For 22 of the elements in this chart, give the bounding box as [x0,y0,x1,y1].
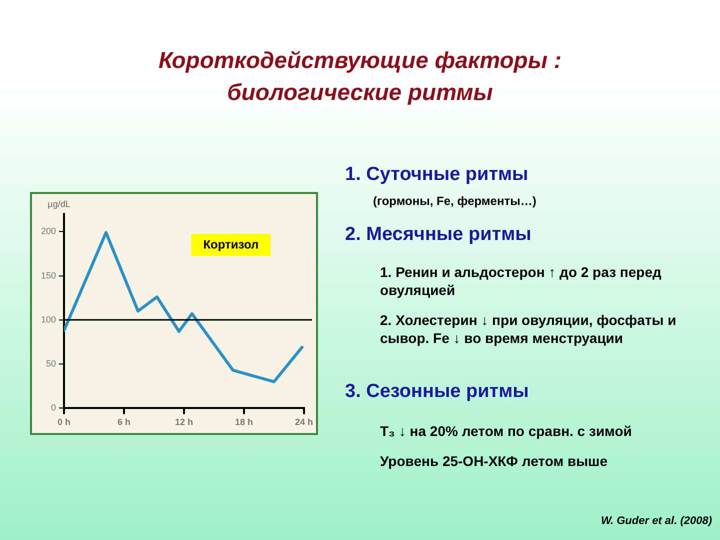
x-tick-label: 12 h [175,417,194,428]
text: 3. Сезонные ритмы [345,381,530,402]
x-tick-label: 18 h [234,417,254,428]
y-tick-label: 150 [40,270,56,280]
y-axis-title: µg/dL [48,198,70,209]
x-tick-label: 6 h [118,417,131,428]
text: Уровень 25-ОН-ХКФ летом выше [380,452,608,470]
y-tick-label: 200 [40,226,56,236]
x-tick-label: 0 h [58,417,71,428]
text: Короткодействующие факторы : биологические ритмы [157,46,563,107]
text: T₃ ↓ на 20% летом по сравн. с зимой [380,422,633,440]
y-tick-label: 100 [40,314,56,324]
annotation: Кортизол [203,237,259,252]
x-tick-label: 24 h [294,417,314,428]
text: (гормоны, Fe, ферменты…) [373,193,538,210]
text: 2. Холестерин ↓ при овуляции, фосфаты и сывор. Fe ↓ во время менструации [380,311,678,347]
y-tick-label: 50 [46,358,56,369]
text: 1. Суточные ритмы [345,164,530,185]
y-tick-label: 0 [51,402,56,413]
text: 1. Ренин и альдостерон ↑ до 2 раз перед овуляцией [380,263,662,299]
text: W. Guder et al. (2008) [600,514,712,529]
text: 2. Месячные ритмы [345,224,532,245]
